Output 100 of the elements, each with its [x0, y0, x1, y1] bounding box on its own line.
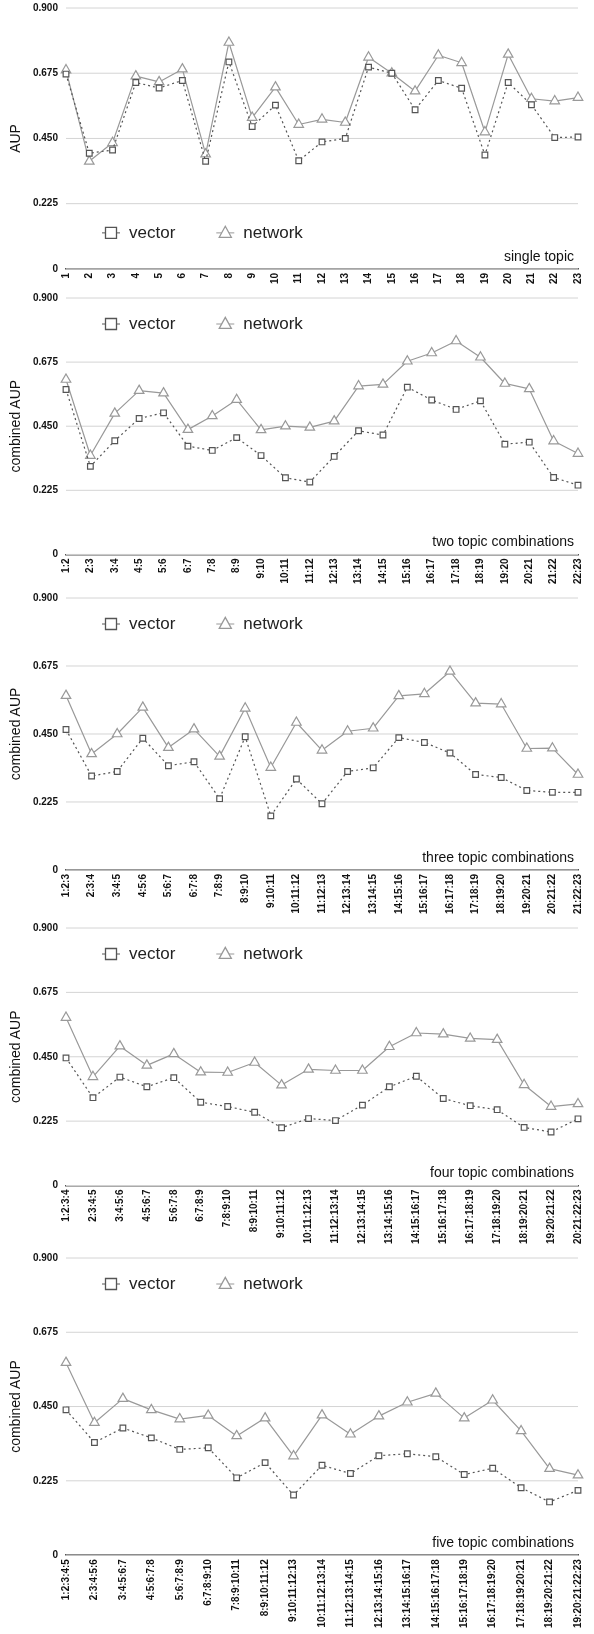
x-tick-label: 18:19	[474, 557, 486, 584]
x-tick-label: 7:8	[206, 557, 218, 573]
x-tick-label: 9:10	[254, 557, 266, 579]
y-tick-label: 0.450	[32, 1050, 59, 1062]
x-axis-title: five topic combinations	[432, 1533, 574, 1550]
x-tick-label: 11:12	[303, 557, 315, 584]
legend-label: network	[243, 313, 304, 333]
x-tick-label: 10:11	[279, 557, 291, 584]
x-tick-label: 13:14:15:16:17	[401, 1558, 413, 1628]
x-tick-label: 15	[385, 272, 397, 284]
x-tick-label: 22	[548, 272, 560, 284]
y-tick-label: 0.225	[32, 795, 59, 807]
x-tick-label: 9	[245, 272, 257, 279]
y-tick-label: 0.675	[32, 355, 59, 367]
x-tick-label: 2:3:4:5:6	[88, 1558, 100, 1601]
x-tick-label: 23	[571, 272, 583, 284]
x-tick-label: 1	[59, 272, 71, 279]
x-tick-label: 14:15	[376, 557, 388, 584]
x-tick-label: 1:2:3:4	[59, 1189, 71, 1222]
y-tick-label: 0.900	[32, 1, 59, 13]
x-tick-label: 18:19:20:21:22	[543, 1558, 555, 1628]
y-tick-label: 0.450	[32, 132, 59, 144]
x-tick-label: 6:7:8	[187, 873, 199, 898]
x-tick-label: 3:4:5:6	[113, 1189, 125, 1222]
x-tick-label: 10	[269, 272, 281, 284]
y-tick-label: 0.225	[32, 1114, 59, 1126]
x-tick-label: 2:3:4	[85, 873, 97, 898]
x-tick-label: 11:12:13	[315, 873, 327, 914]
x-tick-label: 12:13:14:15:16	[372, 1558, 384, 1628]
y-tick-label: 0	[52, 1179, 59, 1191]
x-tick-label: 10:11:12:13:14	[315, 1558, 327, 1628]
x-tick-label: 9:10:11	[264, 873, 276, 908]
y-tick-label: 0.225	[32, 197, 59, 209]
x-axis-title: four topic combinations	[430, 1164, 574, 1181]
x-tick-label: 7:8:9	[213, 873, 225, 898]
x-tick-label: 17:18:19:20	[490, 1189, 502, 1244]
y-tick-label: 0	[52, 262, 59, 274]
legend-label: network	[243, 613, 304, 633]
x-tick-label: 13:14	[352, 557, 364, 584]
y-tick-label: 0.675	[32, 986, 59, 998]
x-tick-label: 20:21:22:23	[571, 1189, 583, 1244]
legend-label: vector	[129, 613, 176, 633]
x-tick-label: 5:6	[157, 557, 169, 573]
x-tick-label: 16:17	[425, 557, 437, 584]
x-tick-label: 18:19:20:21	[517, 1189, 529, 1244]
x-tick-label: 6:7:8:9:10	[201, 1558, 213, 1606]
x-tick-label: 7:8:9:10	[221, 1189, 233, 1228]
x-tick-label: 4:5:6:7	[140, 1189, 152, 1222]
y-tick-label: 0.225	[32, 1474, 59, 1486]
y-tick-label: 0.900	[32, 1251, 59, 1263]
x-tick-label: 1:2	[59, 557, 71, 573]
legend-label: vector	[129, 222, 176, 242]
legend-label: network	[243, 943, 304, 963]
x-tick-label: 16:17:18	[443, 873, 455, 914]
x-tick-label: 15:16:17:18	[437, 1189, 449, 1244]
x-tick-label: 11:12:13:14:15	[344, 1558, 356, 1628]
x-tick-label: 21	[525, 272, 537, 284]
y-tick-label: 0.450	[32, 727, 59, 739]
x-tick-label: 14:15:16:17:18	[429, 1558, 441, 1628]
x-tick-label: 5:6:7	[162, 873, 174, 898]
x-tick-label: 12:13:14	[341, 873, 353, 914]
x-axis-title: three topic combinations	[422, 848, 574, 865]
y-tick-label: 0	[52, 863, 59, 875]
x-tick-label: 12	[315, 272, 327, 284]
x-tick-label: 1:2:3	[59, 873, 71, 898]
y-axis-title: combined AUP	[7, 1010, 24, 1104]
x-tick-label: 8:9	[230, 557, 242, 573]
x-tick-label: 19:20:21:22	[544, 1189, 556, 1244]
y-axis-title: combined AUP	[7, 687, 24, 781]
x-tick-label: 3:4:5	[110, 873, 122, 898]
x-tick-label: 19	[478, 272, 490, 284]
legend-label: network	[243, 1273, 304, 1293]
x-tick-label: 3:4:5:6:7	[116, 1558, 128, 1601]
y-tick-label: 0.900	[32, 591, 59, 603]
y-tick-label: 0	[52, 1548, 59, 1560]
x-tick-label: 4	[129, 272, 141, 279]
x-tick-label: 16:17:18:19:20	[486, 1558, 498, 1628]
x-tick-label: 5:6:7:8:9	[173, 1558, 185, 1601]
x-tick-label: 8:9:10	[238, 873, 250, 903]
x-tick-label: 18	[455, 272, 467, 284]
x-tick-label: 8	[222, 272, 234, 279]
x-axis-title: two topic combinations	[432, 533, 574, 550]
x-axis-title: single topic	[503, 247, 574, 264]
y-tick-label: 0.675	[32, 66, 59, 78]
y-tick-label: 0.900	[32, 291, 59, 303]
y-axis-title: combined AUP	[7, 1360, 24, 1453]
x-tick-label: 12:13	[327, 557, 339, 584]
legend-label: vector	[129, 943, 176, 963]
x-tick-label: 17	[432, 272, 444, 284]
x-tick-label: 4:5:6	[136, 873, 148, 898]
x-tick-label: 15:16	[401, 557, 413, 584]
x-tick-label: 7:8:9:10:11	[230, 1558, 242, 1611]
x-tick-label: 13:14:15:16	[383, 1189, 395, 1244]
x-tick-label: 19:20:21	[520, 873, 532, 914]
x-tick-label: 13	[339, 272, 351, 284]
x-tick-label: 15:16:17	[418, 873, 430, 914]
x-tick-label: 11	[292, 272, 304, 284]
x-tick-label: 17:18:19:20:21	[514, 1558, 526, 1628]
x-tick-label: 20:21:22	[546, 873, 558, 914]
y-axis-title: combined AUP	[7, 379, 24, 473]
